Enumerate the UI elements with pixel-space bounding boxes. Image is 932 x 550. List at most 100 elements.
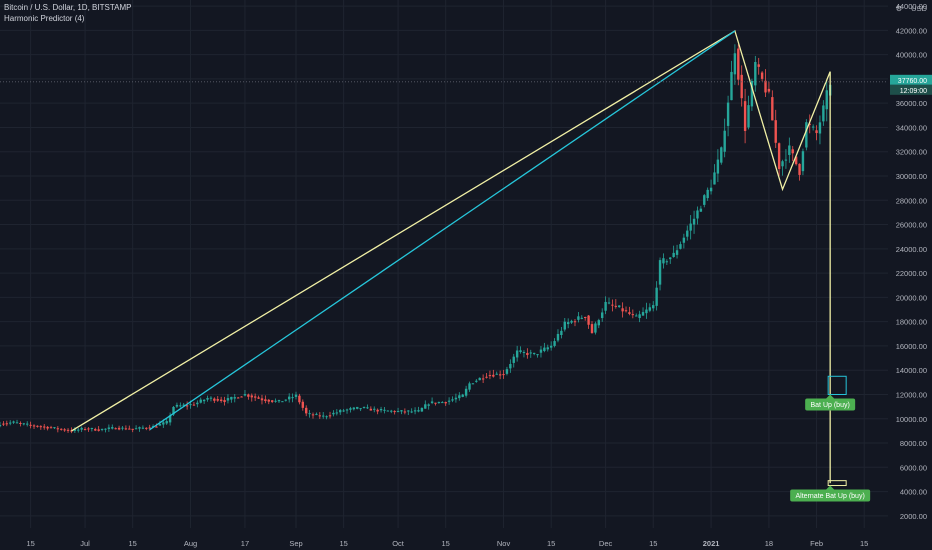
candle[interactable]: [322, 412, 325, 419]
candle[interactable]: [560, 326, 563, 339]
candle[interactable]: [618, 305, 621, 308]
candle[interactable]: [356, 406, 359, 410]
candle[interactable]: [475, 379, 478, 383]
candle[interactable]: [624, 306, 628, 313]
symbol-legend[interactable]: Bitcoin / U.S. Dollar, 1D, BITSTAMP: [4, 3, 132, 12]
candle[interactable]: [628, 306, 631, 316]
candle[interactable]: [648, 303, 652, 313]
candle[interactable]: [100, 428, 104, 432]
candle[interactable]: [566, 318, 570, 329]
target-marker[interactable]: Bat Up (buy): [805, 375, 856, 411]
candle[interactable]: [689, 215, 692, 240]
candle[interactable]: [532, 352, 536, 356]
candle[interactable]: [781, 159, 784, 176]
candle[interactable]: [267, 398, 270, 405]
candle[interactable]: [199, 397, 202, 404]
candle[interactable]: [815, 125, 818, 141]
candle[interactable]: [9, 420, 12, 426]
candle[interactable]: [223, 396, 226, 406]
candle[interactable]: [403, 408, 407, 415]
harmonic-lines[interactable]: [71, 29, 831, 484]
candle[interactable]: [165, 418, 168, 425]
candle[interactable]: [362, 406, 366, 409]
candle[interactable]: [15, 419, 19, 424]
candle[interactable]: [369, 406, 373, 411]
candle[interactable]: [77, 427, 80, 433]
candle[interactable]: [652, 301, 655, 312]
candle[interactable]: [492, 369, 495, 378]
candle[interactable]: [179, 402, 182, 408]
study-legend[interactable]: Harmonic Predictor (4): [4, 14, 85, 23]
candle[interactable]: [311, 412, 315, 419]
candle[interactable]: [192, 401, 196, 406]
candle[interactable]: [502, 369, 505, 379]
candle[interactable]: [730, 60, 733, 101]
candle[interactable]: [682, 233, 686, 249]
candle[interactable]: [121, 426, 124, 431]
candle[interactable]: [345, 408, 349, 414]
candle[interactable]: [131, 428, 134, 433]
candle[interactable]: [478, 377, 481, 381]
candle[interactable]: [43, 424, 46, 430]
candle[interactable]: [257, 395, 260, 399]
candle[interactable]: [383, 407, 386, 414]
candle[interactable]: [386, 410, 390, 412]
candle[interactable]: [526, 348, 529, 359]
candle[interactable]: [563, 317, 566, 332]
candle[interactable]: [488, 370, 492, 380]
target-marker[interactable]: Alternate Bat Up (buy): [790, 480, 871, 502]
candle[interactable]: [767, 81, 771, 94]
candle[interactable]: [281, 401, 284, 403]
candle[interactable]: [410, 408, 413, 414]
candle[interactable]: [509, 359, 512, 373]
candle[interactable]: [764, 69, 767, 97]
candle[interactable]: [512, 353, 515, 368]
candle[interactable]: [757, 57, 760, 75]
candle[interactable]: [553, 338, 556, 348]
candle[interactable]: [305, 405, 308, 417]
candle[interactable]: [458, 392, 461, 401]
pattern-line[interactable]: [71, 29, 831, 432]
candle[interactable]: [26, 421, 29, 427]
candle[interactable]: [2, 421, 5, 427]
candle[interactable]: [655, 281, 658, 311]
candle[interactable]: [373, 406, 376, 413]
candle[interactable]: [5, 420, 9, 427]
candle[interactable]: [784, 149, 788, 169]
x-axis[interactable]: 15 Jul 15 Aug 17 Sep 15 Oct 15 Nov 15 Dec 15 2021 18 Fe…: [26, 539, 868, 548]
candle[interactable]: [495, 371, 498, 375]
candle[interactable]: [247, 393, 250, 400]
candle[interactable]: [400, 409, 403, 415]
candle[interactable]: [536, 354, 539, 358]
candle[interactable]: [607, 297, 611, 305]
candle[interactable]: [665, 259, 669, 266]
candle[interactable]: [332, 410, 335, 417]
candle[interactable]: [83, 427, 87, 431]
candle[interactable]: [631, 309, 635, 319]
candle[interactable]: [818, 115, 822, 145]
candle[interactable]: [522, 350, 526, 358]
candle[interactable]: [583, 316, 587, 321]
candle[interactable]: [97, 426, 100, 432]
candle[interactable]: [141, 425, 145, 430]
candle[interactable]: [175, 402, 179, 409]
candle[interactable]: [515, 345, 519, 362]
candle[interactable]: [349, 406, 352, 413]
candle[interactable]: [679, 241, 682, 250]
candle[interactable]: [703, 194, 706, 208]
candle[interactable]: [196, 400, 199, 408]
candle[interactable]: [672, 245, 675, 258]
candle[interactable]: [209, 396, 213, 402]
candle[interactable]: [556, 329, 560, 343]
candle[interactable]: [352, 407, 356, 411]
candle[interactable]: [407, 410, 410, 416]
candle[interactable]: [760, 71, 764, 82]
candle[interactable]: [441, 401, 444, 404]
candle[interactable]: [747, 95, 750, 130]
settings-icon[interactable]: ⚙: [896, 4, 903, 13]
candle[interactable]: [315, 412, 318, 416]
candle[interactable]: [699, 205, 703, 212]
candle[interactable]: [213, 397, 216, 404]
candle[interactable]: [63, 428, 66, 432]
candle[interactable]: [597, 318, 601, 329]
